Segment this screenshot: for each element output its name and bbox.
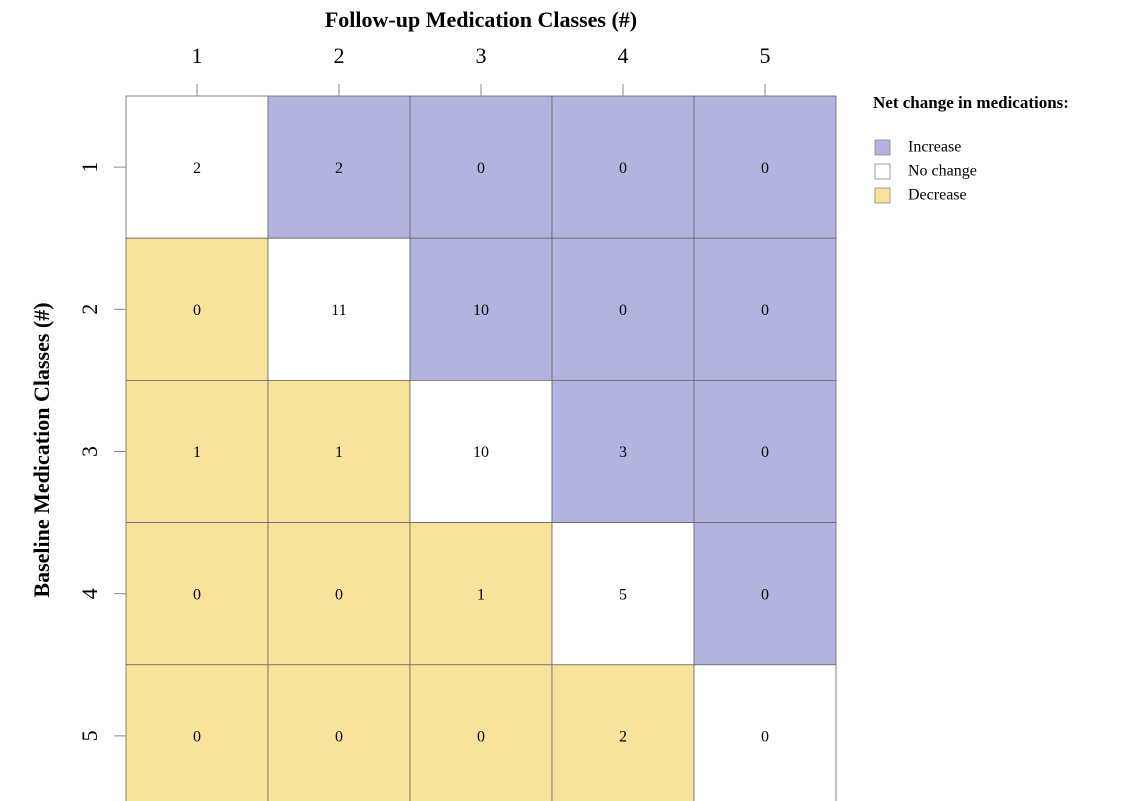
cell-value: 0: [335, 729, 343, 746]
x-tick-label: 1: [192, 43, 203, 68]
legend-swatch: [874, 139, 891, 156]
cell: [125, 237, 269, 381]
x-tick-label: 3: [476, 43, 487, 68]
cell: [693, 522, 837, 666]
cell-value: 0: [477, 729, 485, 746]
cell: [267, 664, 411, 801]
legend-label: No change: [908, 163, 977, 180]
y-tick-label: 4: [77, 588, 102, 599]
y-tick-label: 2: [77, 304, 102, 315]
legend-label: Decrease: [908, 187, 967, 204]
cell: [267, 95, 411, 239]
cell: [693, 664, 837, 801]
cell-value: 0: [761, 160, 769, 177]
cell-value: 0: [761, 302, 769, 319]
cell-value: 10: [473, 444, 489, 461]
legend-swatch: [874, 163, 891, 180]
cell-value: 2: [193, 160, 201, 177]
legend-swatch: [874, 187, 891, 204]
x-axis-label: Follow-up Medication Classes (#): [325, 7, 637, 32]
cell: [551, 379, 695, 523]
cell: [267, 237, 411, 381]
cell: [693, 379, 837, 523]
legend-label: Increase: [908, 139, 961, 156]
cell-value: 0: [761, 586, 769, 603]
cell-value: 0: [193, 729, 201, 746]
legend-title: Net change in medications:: [873, 93, 1069, 112]
cell-value: 5: [619, 586, 627, 603]
cell: [125, 95, 269, 239]
x-tick-label: 2: [334, 43, 345, 68]
cell: [409, 237, 553, 381]
y-tick-label: 5: [77, 730, 102, 741]
cell-value: 1: [335, 444, 343, 461]
cell-value: 1: [477, 586, 485, 603]
cell-value: 0: [335, 586, 343, 603]
y-axis-label: Baseline Medication Classes (#): [29, 302, 54, 597]
cell-value: 3: [619, 444, 627, 461]
cell: [693, 95, 837, 239]
x-tick-label: 5: [760, 43, 771, 68]
cell: [267, 379, 411, 523]
cell: [125, 664, 269, 801]
cell-value: 0: [619, 302, 627, 319]
cell-value: 0: [619, 160, 627, 177]
cell-value: 2: [619, 729, 627, 746]
cell-value: 0: [193, 586, 201, 603]
x-tick-label: 4: [618, 43, 629, 68]
y-tick-label: 1: [77, 162, 102, 173]
cell: [409, 522, 553, 666]
cell-value: 0: [761, 444, 769, 461]
cell: [693, 237, 837, 381]
cell: [267, 522, 411, 666]
y-tick-label: 3: [77, 446, 102, 457]
cell: [409, 379, 553, 523]
cell: [409, 664, 553, 801]
cell-value: 11: [331, 302, 346, 319]
cell-value: 0: [477, 160, 485, 177]
cell: [551, 522, 695, 666]
cell: [551, 95, 695, 239]
cell-value: 2: [335, 160, 343, 177]
cell: [551, 664, 695, 801]
cell-value: 10: [473, 302, 489, 319]
cell-value: 1: [193, 444, 201, 461]
cell-value: 0: [761, 729, 769, 746]
cell-value: 0: [193, 302, 201, 319]
